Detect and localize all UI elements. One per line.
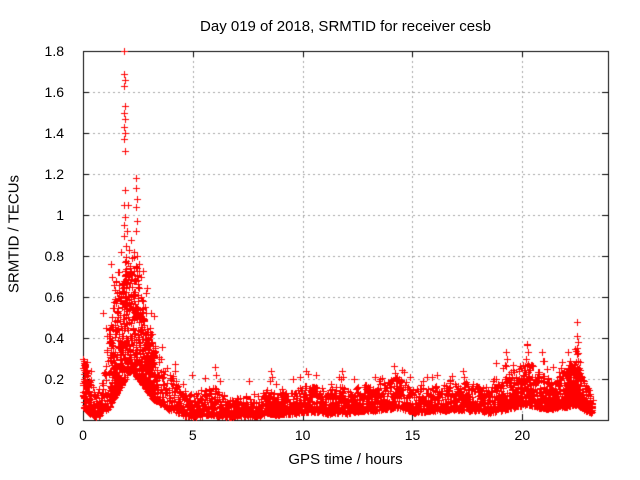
y-tick-label: 1.6 bbox=[44, 84, 64, 100]
y-tick-label: 1.8 bbox=[44, 43, 64, 59]
y-tick-label: 1.4 bbox=[44, 125, 64, 141]
y-tick-label: 0.6 bbox=[44, 289, 64, 305]
x-tick-label: 15 bbox=[404, 427, 421, 443]
y-tick-label: 1.2 bbox=[44, 166, 64, 182]
x-axis-label: GPS time / hours bbox=[288, 451, 403, 468]
y-tick-label: 0.8 bbox=[44, 248, 64, 264]
y-tick-label: 0.2 bbox=[44, 371, 64, 387]
x-tick-label: 5 bbox=[188, 427, 197, 443]
y-tick-label: 1 bbox=[56, 207, 64, 223]
x-tick-label: 0 bbox=[79, 427, 87, 443]
chart-title: Day 019 of 2018, SRMTID for receiver ces… bbox=[200, 18, 491, 35]
x-tick-label: 20 bbox=[514, 427, 531, 443]
y-tick-label: 0 bbox=[56, 412, 64, 428]
y-axis-label: SRMTID / TECUs bbox=[5, 174, 23, 294]
y-tick-label: 0.4 bbox=[44, 330, 64, 346]
x-tick-label: 10 bbox=[294, 427, 311, 443]
